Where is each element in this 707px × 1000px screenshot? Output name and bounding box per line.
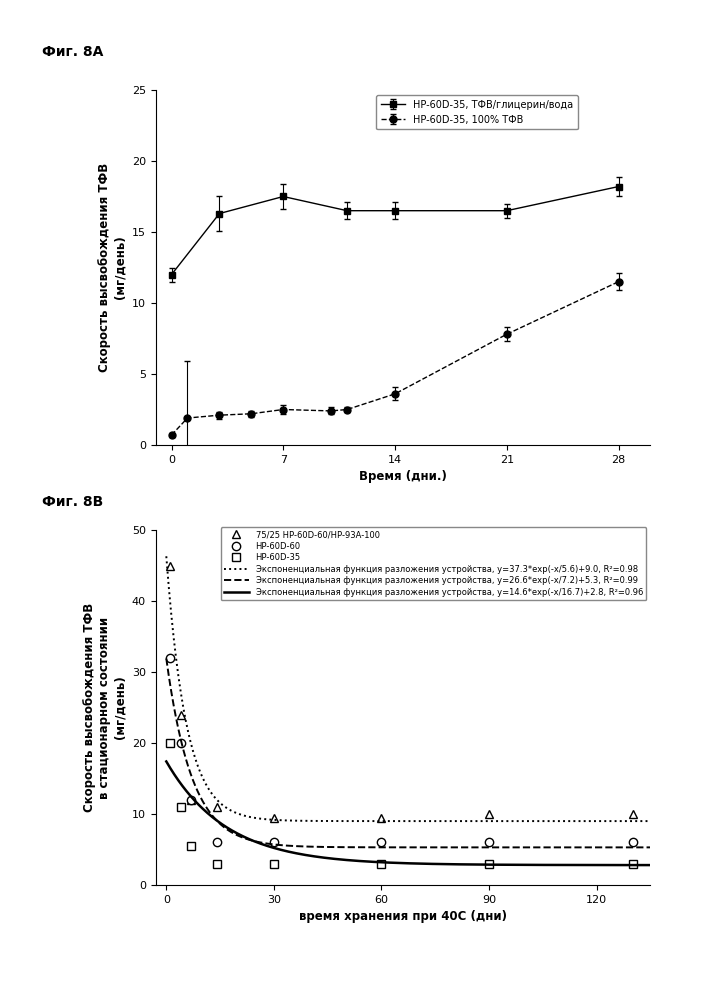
Экспоненциальная функция разложения устройства, y=37.3*exp(-x/5.6)+9.0, R²=0.98 [381,815,390,827]
HP-60D-35 [165,737,174,749]
Экспоненциальная функция разложения устройства, y=14.6*exp(-x/16.7)+2.8, R²=0.96 [527,859,535,871]
Экспоненциальная функция разложения устройства, y=26.6*exp(-x/7.2)+5.3, R²=0.99 [486,841,494,853]
Legend: HP-60D-35, ТФВ/глицерин/вода, HP-60D-35, 100% ТФВ: HP-60D-35, ТФВ/глицерин/вода, HP-60D-35,… [376,95,578,129]
Text: Фиг. 8B: Фиг. 8B [42,495,104,509]
75/25 HP-60D-60/HP-93A-100 [212,801,221,813]
Экспоненциальная функция разложения устройства, y=14.6*exp(-x/16.7)+2.8, R²=0.96 [381,856,390,868]
Line: 75/25 HP-60D-60/HP-93A-100: 75/25 HP-60D-60/HP-93A-100 [165,561,637,822]
75/25 HP-60D-60/HP-93A-100 [187,794,196,806]
Line: Экспоненциальная функция разложения устройства, y=37.3*exp(-x/5.6)+9.0, R²=0.98: Экспоненциальная функция разложения устр… [166,556,650,821]
Экспоненциальная функция разложения устройства, y=14.6*exp(-x/16.7)+2.8, R²=0.96 [486,859,494,871]
Экспоненциальная функция разложения устройства, y=37.3*exp(-x/5.6)+9.0, R²=0.98 [162,550,170,562]
75/25 HP-60D-60/HP-93A-100 [165,560,174,572]
HP-60D-60 [212,836,221,848]
Экспоненциальная функция разложения устройства, y=14.6*exp(-x/16.7)+2.8, R²=0.96 [646,859,655,871]
HP-60D-60 [378,836,386,848]
Экспоненциальная функция разложения устройства, y=37.3*exp(-x/5.6)+9.0, R²=0.98 [646,815,655,827]
75/25 HP-60D-60/HP-93A-100 [269,812,278,824]
Y-axis label: Скорость высвобождения ТФВ
(мг/день): Скорость высвобождения ТФВ (мг/день) [98,163,126,372]
Y-axis label: Скорость высвобождения ТФВ
в стационарном состоянии
(мг/день): Скорость высвобождения ТФВ в стационарно… [83,603,126,812]
Line: Экспоненциальная функция разложения устройства, y=26.6*exp(-x/7.2)+5.3, R²=0.99: Экспоненциальная функция разложения устр… [166,659,650,847]
Экспоненциальная функция разложения устройства, y=14.6*exp(-x/16.7)+2.8, R²=0.96 [286,846,295,858]
Line: HP-60D-60: HP-60D-60 [165,654,637,847]
Text: Фиг. 8A: Фиг. 8A [42,45,104,59]
75/25 HP-60D-60/HP-93A-100 [629,808,637,820]
HP-60D-35 [187,840,196,852]
Экспоненциальная функция разложения устройства, y=14.6*exp(-x/16.7)+2.8, R²=0.96 [448,858,456,870]
Экспоненциальная функция разложения устройства, y=14.6*exp(-x/16.7)+2.8, R²=0.96 [162,755,170,767]
HP-60D-60 [187,794,196,806]
HP-60D-60 [629,836,637,848]
Экспоненциальная функция разложения устройства, y=26.6*exp(-x/7.2)+5.3, R²=0.99 [247,835,256,847]
Экспоненциальная функция разложения устройства, y=14.6*exp(-x/16.7)+2.8, R²=0.96 [247,834,256,846]
Экспоненциальная функция разложения устройства, y=26.6*exp(-x/7.2)+5.3, R²=0.99 [162,653,170,665]
HP-60D-35 [177,801,185,813]
HP-60D-60 [269,836,278,848]
Экспоненциальная функция разложения устройства, y=37.3*exp(-x/5.6)+9.0, R²=0.98 [247,811,256,823]
Экспоненциальная функция разложения устройства, y=37.3*exp(-x/5.6)+9.0, R²=0.98 [448,815,456,827]
X-axis label: время хранения при 40С (дни): время хранения при 40С (дни) [299,910,507,923]
Line: Экспоненциальная функция разложения устройства, y=14.6*exp(-x/16.7)+2.8, R²=0.96: Экспоненциальная функция разложения устр… [166,761,650,865]
75/25 HP-60D-60/HP-93A-100 [378,812,386,824]
HP-60D-35 [212,858,221,870]
HP-60D-35 [629,858,637,870]
HP-60D-35 [485,858,493,870]
75/25 HP-60D-60/HP-93A-100 [177,709,185,721]
HP-60D-35 [269,858,278,870]
Экспоненциальная функция разложения устройства, y=26.6*exp(-x/7.2)+5.3, R²=0.99 [527,841,535,853]
Экспоненциальная функция разложения устройства, y=37.3*exp(-x/5.6)+9.0, R²=0.98 [286,815,295,827]
HP-60D-60 [165,652,174,664]
75/25 HP-60D-60/HP-93A-100 [485,808,493,820]
HP-60D-35 [378,858,386,870]
Экспоненциальная функция разложения устройства, y=26.6*exp(-x/7.2)+5.3, R²=0.99 [381,841,390,853]
Экспоненциальная функция разложения устройства, y=26.6*exp(-x/7.2)+5.3, R²=0.99 [448,841,456,853]
Legend: 75/25 HP-60D-60/HP-93A-100, HP-60D-60, HP-60D-35, Экспоненциальная функция разло: 75/25 HP-60D-60/HP-93A-100, HP-60D-60, H… [221,527,646,600]
HP-60D-60 [485,836,493,848]
Экспоненциальная функция разложения устройства, y=37.3*exp(-x/5.6)+9.0, R²=0.98 [486,815,494,827]
X-axis label: Время (дни.): Время (дни.) [359,470,447,483]
Экспоненциальная функция разложения устройства, y=26.6*exp(-x/7.2)+5.3, R²=0.99 [646,841,655,853]
Экспоненциальная функция разложения устройства, y=37.3*exp(-x/5.6)+9.0, R²=0.98 [527,815,535,827]
Line: HP-60D-35: HP-60D-35 [165,739,637,868]
Экспоненциальная функция разложения устройства, y=26.6*exp(-x/7.2)+5.3, R²=0.99 [286,840,295,852]
HP-60D-60 [177,737,185,749]
